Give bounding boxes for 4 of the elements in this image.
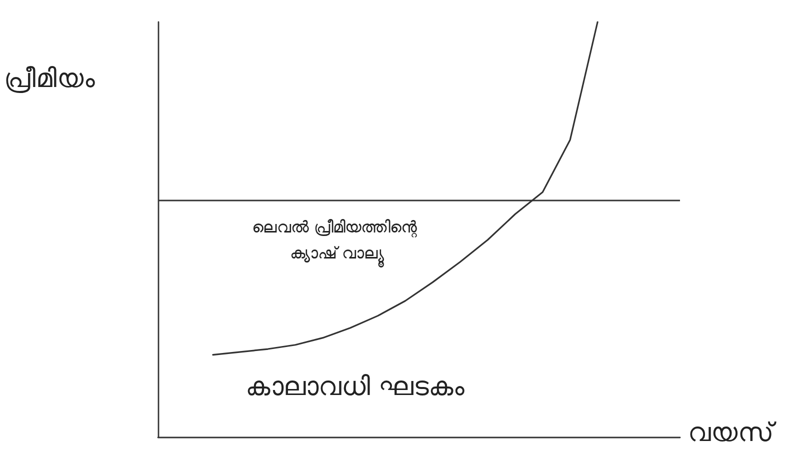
y-axis-title: പ്രീമിയം (4, 64, 95, 94)
x-axis-title: വയസ് (688, 418, 777, 448)
annotation: ലെവൽ പ്രീമിയത്തിന്റെ ക്യാഷ് വാല്യൂ (252, 218, 422, 268)
annotation: കാലാവധി ഘടകം (245, 372, 465, 402)
